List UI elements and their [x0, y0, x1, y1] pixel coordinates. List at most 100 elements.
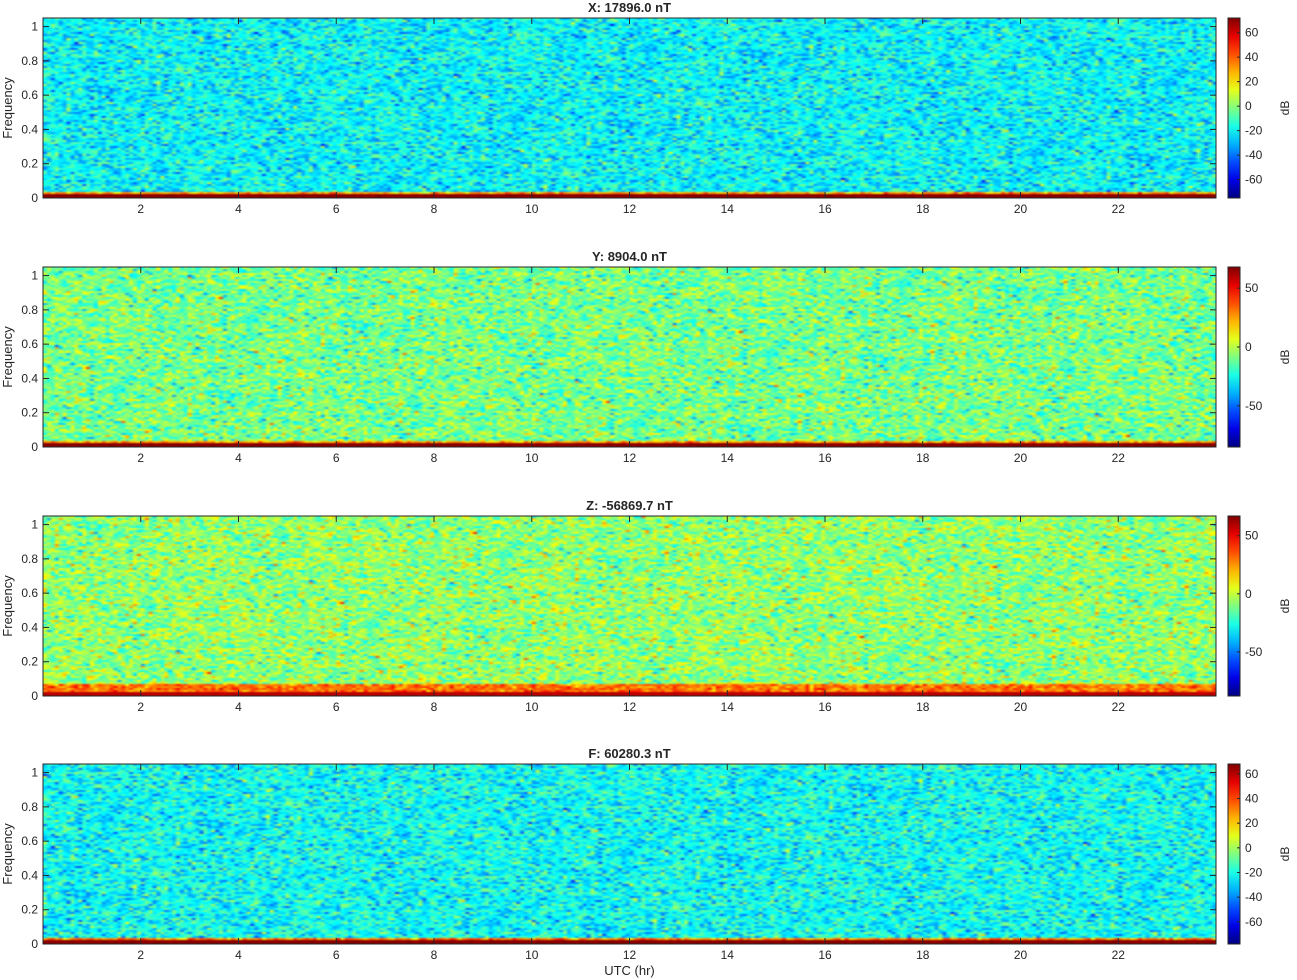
- colorbar-tick-label: -60: [1245, 173, 1263, 187]
- y-axis-label: Frequency: [0, 326, 15, 388]
- y-tick-label: 0.8: [21, 800, 38, 814]
- x-tick-label: 12: [623, 700, 637, 714]
- x-tick-label: 4: [235, 451, 242, 465]
- spectrogram-image: [43, 18, 1216, 198]
- panel-3: F: 60280.3 nT2 4 6 8 10 12 14 16 18 20 2200.20.40.…: [0, 746, 1292, 978]
- colorbar: -50 0 50 dB: [1227, 515, 1292, 697]
- panel-title: X: 17896.0 nT: [588, 0, 671, 15]
- colorbar-tick-label: -40: [1245, 890, 1263, 904]
- panel-title: F: 60280.3 nT: [588, 746, 670, 761]
- x-tick-label: 18: [916, 700, 930, 714]
- colorbar-tick-label: 0: [1245, 587, 1252, 601]
- x-tick-label: 20: [1014, 202, 1028, 216]
- y-tick-label: 0: [31, 191, 38, 205]
- panel-title: Y: 8904.0 nT: [592, 249, 667, 264]
- x-tick-label: 12: [623, 202, 637, 216]
- x-tick-label: 16: [818, 948, 832, 962]
- y-tick-label: 0.6: [21, 586, 38, 600]
- x-tick-label: 20: [1014, 700, 1028, 714]
- x-tick-label: 18: [916, 451, 930, 465]
- y-tick-label: 0.6: [21, 88, 38, 102]
- x-tick-label: 14: [721, 451, 735, 465]
- y-tick-label: 1: [31, 518, 38, 532]
- x-tick-label: 18: [916, 948, 930, 962]
- x-tick-label: 16: [818, 202, 832, 216]
- colorbar-tick-label: 50: [1245, 529, 1259, 543]
- x-tick-label: 4: [235, 948, 242, 962]
- y-tick-label: 0.6: [21, 337, 38, 351]
- x-tick-label: 12: [623, 948, 637, 962]
- colorbar-tick-label: -20: [1245, 124, 1263, 138]
- colorbar-tick-label: -60: [1245, 915, 1263, 929]
- panel-title: Z: -56869.7 nT: [586, 498, 673, 513]
- x-axis-label: UTC (hr): [604, 963, 655, 978]
- x-tick-label: 22: [1112, 700, 1126, 714]
- colorbar-gradient: [1227, 17, 1241, 199]
- y-tick-label: 0: [31, 937, 38, 951]
- spectrogram-image: [43, 516, 1216, 696]
- x-tick-label: 6: [333, 202, 340, 216]
- x-tick-label: 16: [818, 700, 832, 714]
- colorbar: -60 -40 -20 0 20 40 60 dB: [1227, 17, 1292, 199]
- colorbar-tick-label: 60: [1245, 26, 1259, 40]
- spectrogram-image: [43, 764, 1216, 944]
- x-tick-label: 2: [137, 700, 144, 714]
- x-tick-label: 16: [818, 451, 832, 465]
- x-tick-label: 2: [137, 948, 144, 962]
- y-axis-label: Frequency: [0, 77, 15, 139]
- colorbar-tick-label: 20: [1245, 816, 1259, 830]
- x-tick-label: 2: [137, 451, 144, 465]
- x-tick-label: 20: [1014, 451, 1028, 465]
- y-tick-label: 0.2: [21, 903, 38, 917]
- x-tick-label: 10: [525, 948, 539, 962]
- y-tick-label: 0: [31, 689, 38, 703]
- x-tick-label: 14: [721, 700, 735, 714]
- x-tick-label: 14: [721, 948, 735, 962]
- y-tick-label: 0.4: [21, 868, 38, 882]
- y-tick-label: 0.6: [21, 834, 38, 848]
- colorbar-label: dB: [1278, 350, 1292, 365]
- colorbar-label: dB: [1278, 101, 1292, 116]
- colorbar-tick-label: 0: [1245, 99, 1252, 113]
- y-axis-label: Frequency: [0, 575, 15, 637]
- x-tick-label: 8: [431, 451, 438, 465]
- panel-1: Y: 8904.0 nT2 4 6 8 10 12 14 16 18 20 2200.20.40.6…: [0, 249, 1292, 465]
- y-tick-label: 0.2: [21, 655, 38, 669]
- colorbar-tick-label: 20: [1245, 75, 1259, 89]
- colorbar-tick-label: -50: [1245, 399, 1263, 413]
- colorbar-tick-label: -40: [1245, 148, 1263, 162]
- colorbar-gradient: [1227, 266, 1241, 448]
- x-tick-label: 10: [525, 451, 539, 465]
- x-tick-label: 20: [1014, 948, 1028, 962]
- x-tick-label: 14: [721, 202, 735, 216]
- spectrogram-image: [43, 267, 1216, 447]
- y-tick-label: 1: [31, 269, 38, 283]
- colorbar-tick-label: 40: [1245, 792, 1259, 806]
- colorbar-tick-label: 0: [1245, 340, 1252, 354]
- x-tick-label: 18: [916, 202, 930, 216]
- x-tick-label: 22: [1112, 451, 1126, 465]
- colorbar-tick-label: -50: [1245, 645, 1263, 659]
- x-tick-label: 10: [525, 700, 539, 714]
- x-tick-label: 4: [235, 700, 242, 714]
- panel-2: Z: -56869.7 nT2 4 6 8 10 12 14 16 18 20 2200.20.40…: [0, 498, 1292, 714]
- colorbar-label: dB: [1278, 599, 1292, 614]
- y-tick-label: 0.2: [21, 406, 38, 420]
- x-tick-label: 22: [1112, 202, 1126, 216]
- y-tick-label: 0.8: [21, 303, 38, 317]
- y-tick-label: 0.4: [21, 122, 38, 136]
- x-tick-label: 6: [333, 451, 340, 465]
- colorbar-tick-label: 60: [1245, 767, 1259, 781]
- y-tick-label: 0: [31, 440, 38, 454]
- colorbar: -60 -40 -20 0 20 40 60 dB: [1227, 763, 1292, 945]
- y-tick-label: 0.2: [21, 157, 38, 171]
- colorbar-tick-label: 40: [1245, 50, 1259, 64]
- y-tick-label: 0.4: [21, 371, 38, 385]
- x-tick-label: 12: [623, 451, 637, 465]
- colorbar-tick-label: 50: [1245, 281, 1259, 295]
- y-tick-label: 0.4: [21, 620, 38, 634]
- y-tick-label: 0.8: [21, 552, 38, 566]
- x-tick-label: 8: [431, 202, 438, 216]
- x-tick-label: 6: [333, 948, 340, 962]
